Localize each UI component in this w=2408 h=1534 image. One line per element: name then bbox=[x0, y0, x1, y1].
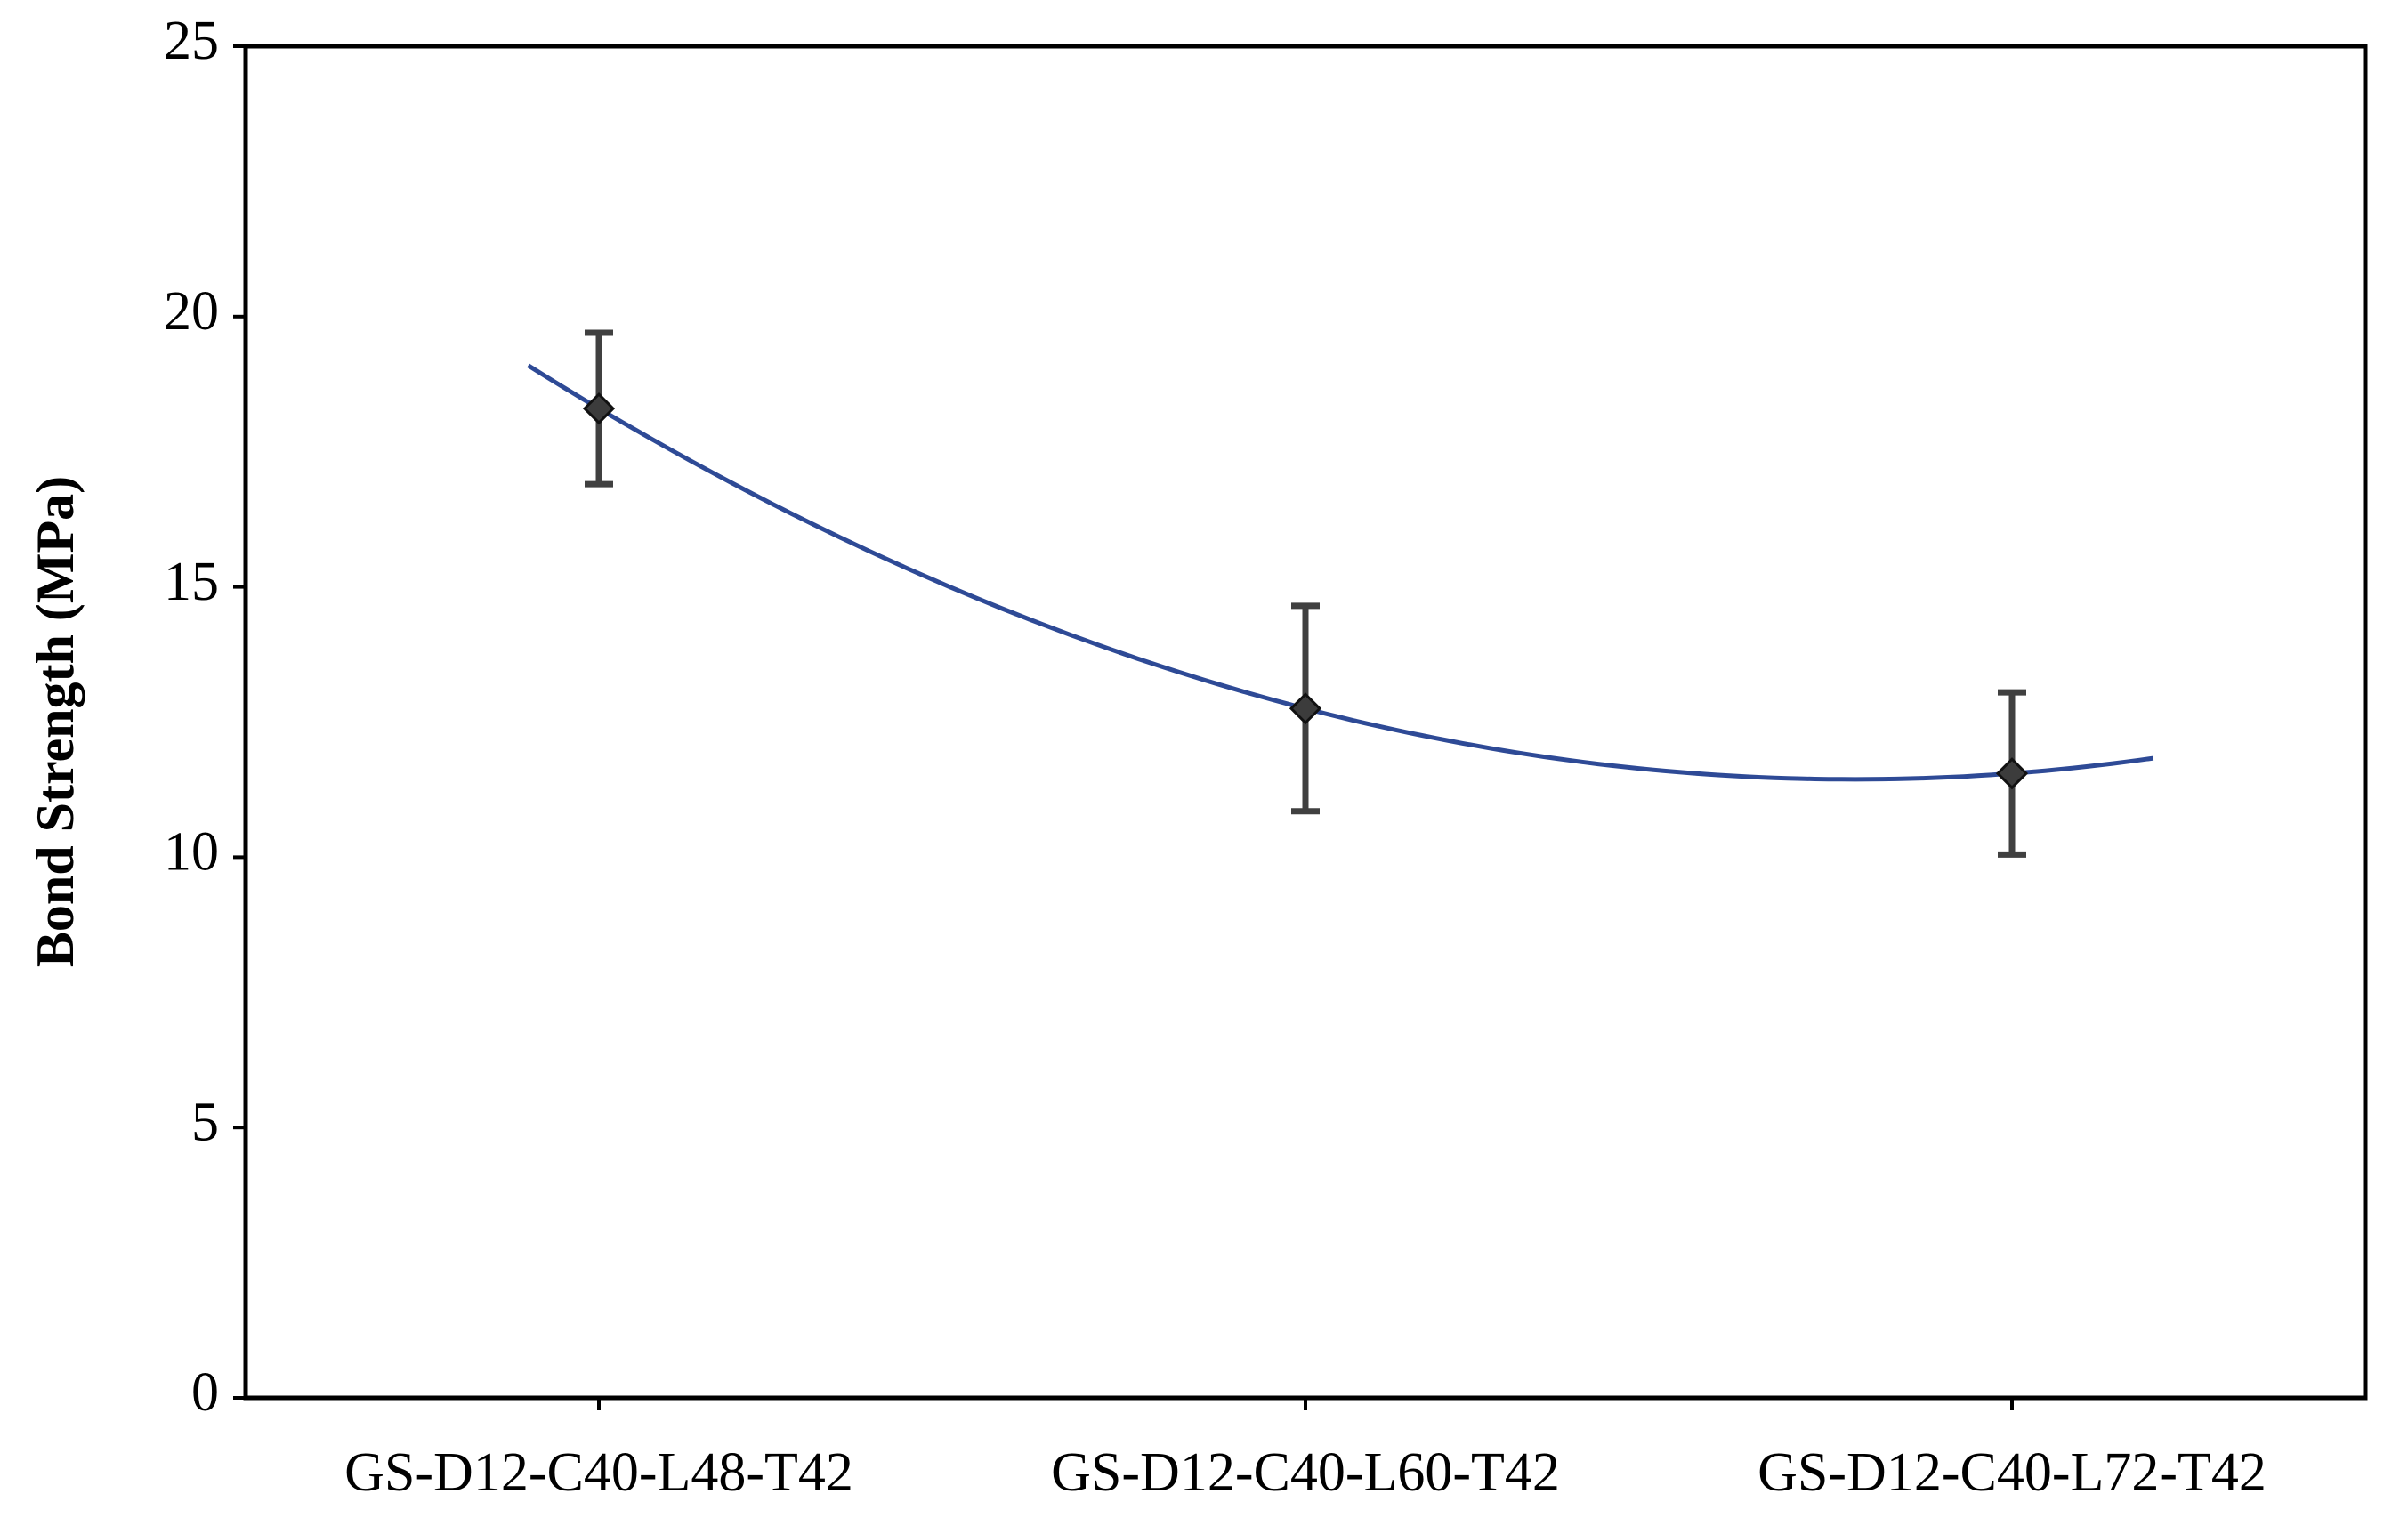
marker bbox=[1995, 757, 2029, 790]
x-tick-label: GS-D12-C40-L60-T42 bbox=[1051, 1442, 1560, 1503]
y-tick-label: 10 bbox=[164, 822, 219, 883]
x-tick-label: GS-D12-C40-L72-T42 bbox=[1758, 1442, 2267, 1503]
marker bbox=[582, 392, 616, 425]
y-tick-label: 20 bbox=[164, 281, 219, 342]
trendline bbox=[527, 363, 2154, 782]
x-tick-label: GS-D12-C40-L48-T42 bbox=[344, 1442, 853, 1503]
y-tick-label: 15 bbox=[164, 552, 219, 612]
y-tick-label: 0 bbox=[191, 1362, 219, 1423]
y-tick-label: 25 bbox=[164, 11, 219, 71]
y-axis-title: Bond Strength (MPa) bbox=[26, 476, 85, 967]
marker bbox=[1289, 692, 1322, 725]
y-tick-label: 5 bbox=[191, 1092, 219, 1152]
